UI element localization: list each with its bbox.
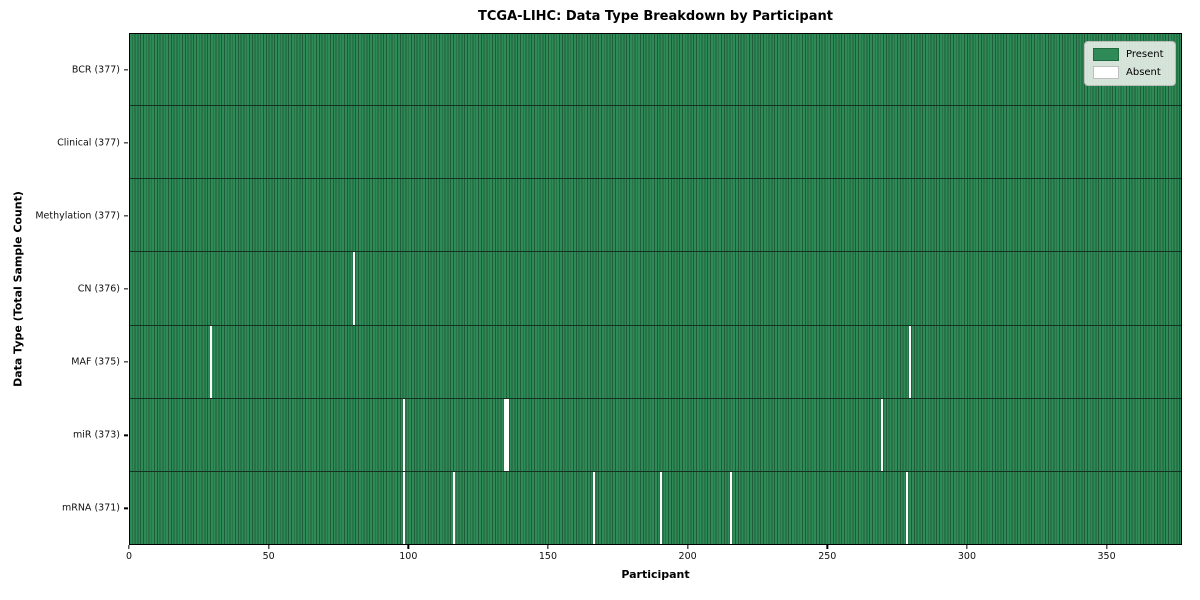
x-tick-label: 300 — [957, 551, 976, 562]
x-tick-mark — [128, 545, 130, 549]
y-tick-label: CN (376) — [77, 283, 120, 295]
plot-row-cn — [129, 252, 1182, 326]
x-tick-mark — [547, 545, 549, 549]
x-axis-label: Participant — [621, 568, 690, 581]
x-tick-label: 0 — [125, 551, 133, 562]
plot-row-bcr — [129, 33, 1182, 107]
x-tick-mark — [1105, 545, 1108, 549]
y-tick-label: MAF (375) — [71, 356, 120, 368]
absent-stripe — [352, 252, 355, 325]
x-tick-mark — [826, 545, 828, 549]
legend: Present Absent — [1084, 41, 1176, 86]
y-tick-mark — [124, 288, 128, 290]
plot-row-maf — [129, 325, 1182, 399]
chart-title: TCGA-LIHC: Data Type Breakdown by Partic… — [478, 9, 833, 24]
y-tick-mark — [124, 434, 128, 436]
x-tick-label: 250 — [818, 551, 837, 562]
y-tick-mark — [124, 142, 128, 144]
absent-stripe — [908, 325, 911, 398]
x-tick-mark — [267, 545, 270, 549]
x-tick-mark — [407, 545, 409, 549]
x-tick-label: 150 — [538, 551, 558, 562]
y-tick-label: BCR (377) — [71, 64, 120, 76]
absent-stripe — [210, 325, 213, 398]
y-tick-label: mRNA (371) — [61, 502, 120, 514]
plot-area — [129, 33, 1182, 545]
y-tick-mark — [124, 68, 128, 71]
absent-stripe — [503, 398, 506, 471]
absent-stripe — [453, 471, 456, 545]
y-tick-mark — [124, 361, 128, 363]
legend-label: Present — [1126, 49, 1164, 60]
absent-stripe — [659, 471, 663, 545]
y-tick-label: Clinical (377) — [57, 137, 120, 149]
x-tick-label: 50 — [262, 551, 275, 562]
legend-item-present: Present — [1093, 48, 1167, 61]
absent-stripe — [403, 471, 406, 545]
y-tick-label: Methylation (377) — [35, 210, 120, 222]
y-tick-mark — [124, 215, 128, 217]
x-tick-mark — [966, 545, 968, 549]
legend-item-absent: Absent — [1093, 66, 1167, 79]
absent-stripe — [729, 471, 732, 545]
present-swatch-icon — [1093, 48, 1119, 61]
x-tick-label: 350 — [1097, 551, 1116, 562]
x-tick-label: 100 — [399, 551, 418, 562]
plot-row-methylation — [129, 179, 1182, 253]
plot-row-clinical — [129, 106, 1182, 180]
x-tick-label: 200 — [678, 551, 697, 562]
x-tick-mark — [686, 545, 689, 549]
absent-stripe — [905, 471, 908, 545]
plot-row-mir — [129, 398, 1182, 472]
absent-stripe — [592, 471, 596, 545]
absent-swatch-icon — [1093, 66, 1119, 79]
plot-row-mrna — [129, 471, 1182, 545]
absent-stripe — [880, 398, 883, 471]
absent-stripe — [506, 398, 509, 471]
legend-label: Absent — [1126, 67, 1161, 78]
y-tick-mark — [124, 507, 128, 510]
y-tick-label: miR (373) — [72, 429, 120, 441]
absent-stripe — [403, 398, 406, 471]
